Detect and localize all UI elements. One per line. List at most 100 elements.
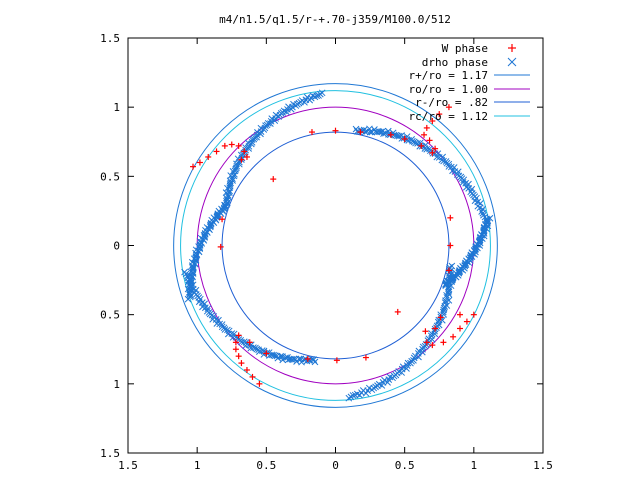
drho-point: [226, 187, 233, 195]
w-phase-point: [429, 149, 436, 156]
w-phase-point: [235, 142, 242, 149]
w-phase-point: [422, 328, 429, 335]
w-phase-point: [235, 332, 242, 339]
x-tick-label: 1.5: [533, 459, 553, 472]
drho-point: [204, 305, 212, 312]
w-phase-point: [436, 111, 443, 118]
w-phase-point: [246, 339, 253, 346]
w-phase-point: [470, 311, 477, 318]
w-phase-point: [235, 353, 242, 360]
w-phase-point: [249, 373, 256, 380]
w-phase-point: [423, 339, 430, 346]
drho-point: [457, 173, 465, 181]
w-phase-point: [190, 163, 197, 170]
legend-sample-drho-phase: [507, 57, 517, 67]
w-phase-point: [232, 339, 239, 346]
legend-label-drho-phase: drho phase: [422, 56, 488, 69]
w-phase-point: [332, 127, 339, 134]
drho-point: [315, 92, 322, 99]
w-phase-point: [429, 118, 436, 124]
drho-point: [440, 157, 447, 165]
legend-label-r-plus: r+/ro = 1.17: [409, 69, 488, 82]
w-phase-point: [219, 216, 226, 223]
w-phase-point: [243, 367, 250, 373]
drho-point: [445, 163, 453, 170]
x-tick-label: 1.5: [118, 459, 138, 472]
w-phase-point: [394, 308, 401, 315]
w-phase-points: [190, 104, 477, 387]
drho-point: [423, 145, 431, 153]
legend-label-r-minus: r-/ro = .82: [415, 96, 488, 109]
x-tick-label: 0.5: [395, 459, 415, 472]
w-phase-point: [270, 176, 277, 183]
y-tick-label: 1: [113, 378, 120, 391]
w-phase-point: [238, 156, 245, 163]
legend: W phase drho phase r+/ro = 1.17 ro/ro = …: [409, 42, 530, 123]
x-tick-label: 1: [471, 459, 478, 472]
drho-point: [408, 357, 416, 365]
w-phase-point: [423, 124, 430, 131]
drho-point: [218, 321, 226, 328]
drho-point: [404, 359, 412, 367]
w-phase-point: [421, 131, 428, 138]
reference-circle: [221, 131, 450, 360]
drho-point: [187, 292, 195, 300]
w-phase-point: [432, 325, 439, 332]
w-phase-point: [238, 360, 245, 367]
legend-label-ro: ro/ro = 1.00: [409, 83, 488, 96]
w-phase-point: [243, 153, 250, 160]
w-phase-point: [463, 318, 470, 325]
w-phase-point: [445, 267, 452, 274]
drho-point: [467, 253, 474, 261]
reference-circle: [173, 83, 498, 408]
drho-point: [262, 122, 269, 129]
drho-point: [221, 326, 229, 333]
drho-point: [250, 344, 257, 351]
drho-point: [448, 262, 456, 270]
w-phase-point: [447, 214, 454, 221]
w-phase-point: [445, 104, 452, 111]
w-phase-point: [418, 142, 425, 149]
w-phase-point: [232, 346, 239, 353]
w-phase-point: [263, 350, 270, 357]
w-phase-point: [333, 357, 340, 364]
drho-point: [410, 356, 417, 364]
drho-point: [486, 214, 494, 222]
drho-point: [224, 326, 231, 334]
y-tick-label: 0.5: [100, 309, 120, 322]
w-phase-point: [387, 131, 394, 138]
w-phase-point: [401, 135, 408, 142]
y-tick-label: 0: [113, 240, 120, 253]
drho-point: [399, 363, 407, 371]
y-tick-label: 0.5: [100, 170, 120, 183]
drho-point: [431, 150, 439, 158]
w-phase-point: [432, 145, 439, 152]
drho-point: [240, 338, 248, 346]
w-phase-point: [221, 142, 228, 149]
axis-ticks: 1.5 1 0.5 0 0.5 1 1.51.510.500.511.5: [100, 32, 553, 472]
drho-point: [184, 295, 192, 303]
drho-point: [231, 170, 238, 178]
w-phase-point: [457, 311, 463, 318]
legend-label-w-phase: W phase: [442, 42, 488, 55]
w-phase-point: [362, 354, 369, 361]
drho-point: [443, 302, 451, 309]
w-phase-point: [256, 380, 263, 387]
drho-point: [427, 332, 435, 340]
drho-point: [311, 358, 319, 366]
x-tick-label: 1: [194, 459, 201, 472]
drho-point: [213, 320, 221, 327]
legend-label-rc: rc/ro = 1.12: [409, 110, 488, 123]
w-phase-point: [228, 141, 235, 148]
drho-point: [450, 164, 458, 171]
reference-circle: [180, 90, 491, 401]
drho-point: [258, 347, 266, 354]
y-tick-label: 1.5: [100, 447, 120, 460]
drho-point: [441, 299, 449, 306]
w-phase-point: [357, 129, 364, 136]
w-phase-point: [196, 159, 203, 166]
y-tick-label: 1: [113, 101, 120, 114]
drho-point: [472, 245, 479, 253]
w-phase-point: [457, 325, 463, 332]
drho-point: [277, 352, 285, 360]
